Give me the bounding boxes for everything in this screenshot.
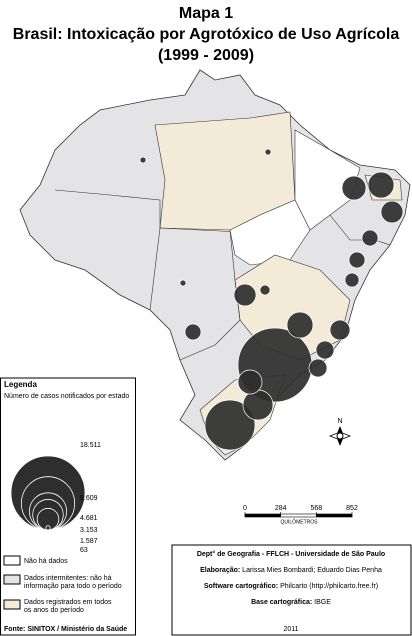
- state-circle: [242, 389, 274, 421]
- state-circle: [259, 284, 271, 296]
- year: 2011: [283, 626, 298, 633]
- legend: Legenda Número de casos notificados por …: [0, 377, 136, 636]
- title-line: (1999 - 2009): [158, 47, 254, 64]
- legend-size-label: 1.587: [80, 538, 98, 545]
- legend-item: Dados registrados em todos os anos do per…: [24, 599, 112, 614]
- scale-label: 284: [275, 505, 287, 512]
- credit-line: Elaboração: Larissa Mies Bombardi; Eduar…: [200, 567, 382, 574]
- state-circle: [341, 175, 367, 201]
- state-circle: [367, 171, 395, 199]
- legend-circle: [45, 525, 51, 531]
- scale-label: 852: [346, 505, 358, 512]
- scale-bar: QUILÔMETROS 0 284 568 852: [243, 505, 358, 525]
- state-circle: [348, 251, 366, 269]
- department: Dept° de Geografia - FFLCH - Universidad…: [197, 550, 385, 558]
- scale-segment: [316, 514, 352, 517]
- border-line: [54, 189, 161, 311]
- legend-size-label: 9.609: [80, 495, 98, 502]
- legend-size-label: 4.681: [80, 515, 98, 522]
- state-circle: [361, 229, 379, 247]
- legend-size-label: 3.153: [80, 527, 98, 534]
- north-arrow: N: [328, 418, 352, 446]
- state-circle: [286, 311, 314, 339]
- scale-segment: [245, 514, 281, 517]
- state-circle: [204, 399, 256, 451]
- state-circle: [237, 369, 263, 395]
- state-circle: [380, 200, 404, 224]
- state-circle: [264, 148, 272, 156]
- scale-label: 568: [310, 505, 322, 512]
- source: Fonte: SINITOX / Ministério da Saúde: [4, 626, 127, 633]
- state-circle: [344, 272, 360, 288]
- state-circle: [139, 156, 147, 164]
- legend-item: Não há dados: [24, 558, 68, 565]
- state-circle: [329, 319, 351, 341]
- north-label: N: [337, 418, 342, 425]
- legend-item: Dados intermitentes: não há informação pa…: [24, 575, 122, 590]
- state-circle: [184, 323, 202, 341]
- credit-line: Software cartográfico: Philcarto (http:/…: [204, 583, 378, 590]
- state-circle: [233, 283, 257, 307]
- legend-title: Legenda: [4, 380, 37, 389]
- title-line: Mapa 1: [179, 5, 233, 22]
- state-circle: [308, 358, 328, 378]
- credit-line: Base cartográfica: IBGE: [251, 599, 331, 606]
- state-circle: [315, 340, 335, 360]
- credits: Dept° de Geografia - FFLCH - Universidad…: [171, 544, 412, 636]
- scale-unit: QUILÔMETROS: [281, 518, 319, 525]
- state-circle: [179, 279, 187, 287]
- title-line: Brasil: Intoxicação por Agrotóxico de Us…: [13, 26, 400, 43]
- region-shape: [229, 199, 311, 266]
- legend-subtitle: Número de casos notificados por estado: [4, 393, 129, 400]
- legend-size-label: 63: [80, 547, 88, 554]
- legend-size-label: 18.511: [80, 442, 101, 449]
- scale-label: 0: [243, 505, 247, 512]
